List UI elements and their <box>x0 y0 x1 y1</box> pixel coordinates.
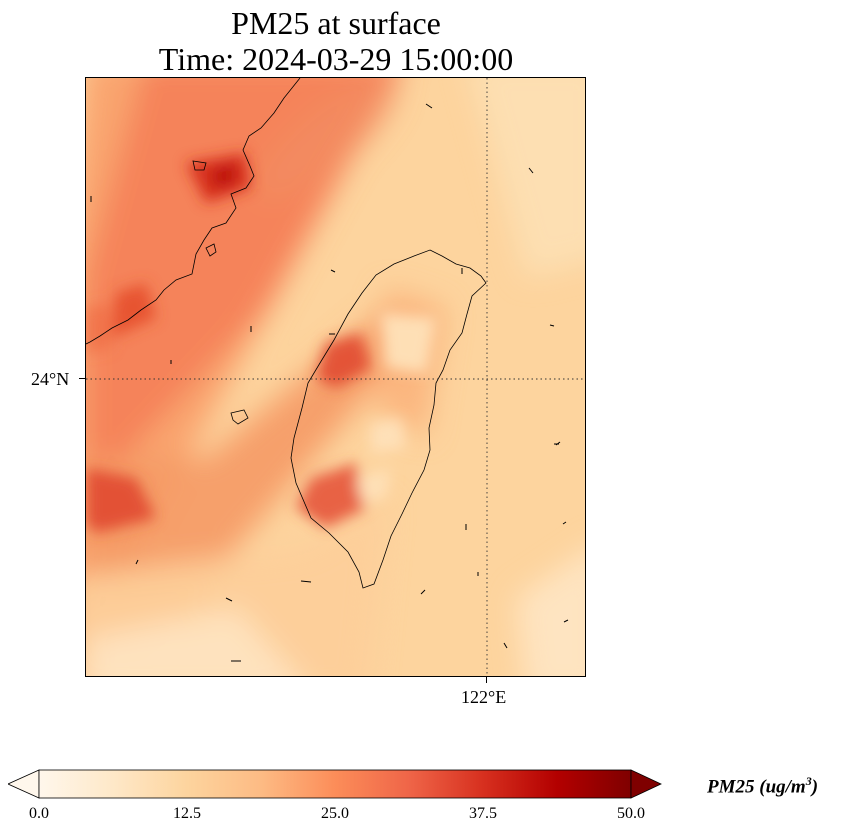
coastal-island <box>205 243 217 257</box>
colorbar-tick-label: 50.0 <box>617 805 645 822</box>
colorbar-tick-label: 0.0 <box>29 805 49 822</box>
colorbar-gradient <box>38 769 632 799</box>
colorbar-tick-label: 25.0 <box>321 805 349 822</box>
colorbar-extend-max <box>630 769 662 799</box>
colorbar-tick-label: 37.5 <box>469 805 497 822</box>
taiwan-coastline <box>290 249 487 589</box>
colorbar-label: PM25 (ug/m3) <box>707 774 819 798</box>
map-title: PM25 at surface <box>231 5 441 41</box>
gridlines <box>86 78 585 676</box>
lon-tick-mark <box>486 677 487 683</box>
map-panel <box>85 77 586 677</box>
coastlines <box>86 78 487 589</box>
colorbar-tick-label: 12.5 <box>173 805 201 822</box>
colorbar <box>8 769 662 799</box>
map-time-subtitle: Time: 2024-03-29 15:00:00 <box>158 41 514 77</box>
lat-tick-label: 24°N <box>31 369 70 389</box>
penghu-island <box>230 409 249 425</box>
lat-tick-mark <box>79 378 85 379</box>
colorbar-extend-min <box>8 769 40 799</box>
lon-tick-label: 122°E <box>461 687 507 707</box>
wind-arrows <box>90 103 569 662</box>
coastal-island <box>192 160 207 171</box>
pm25-field <box>86 78 585 676</box>
china-coastline <box>86 78 301 345</box>
